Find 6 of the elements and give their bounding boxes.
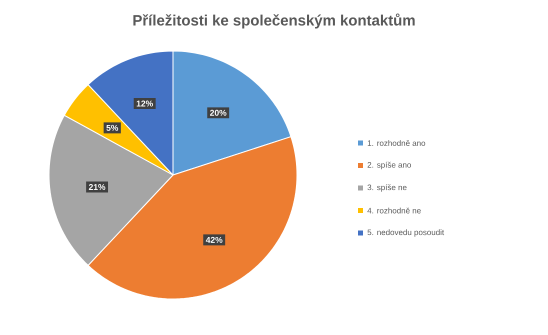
- data-label: 5%: [106, 124, 118, 131]
- chart-title: Příležitosti ke společenským kontaktům: [133, 13, 415, 29]
- data-label: 12%: [136, 100, 153, 107]
- data-label: 42%: [206, 236, 222, 243]
- data-label: 20%: [210, 110, 226, 116]
- data-label: 21%: [88, 184, 106, 190]
